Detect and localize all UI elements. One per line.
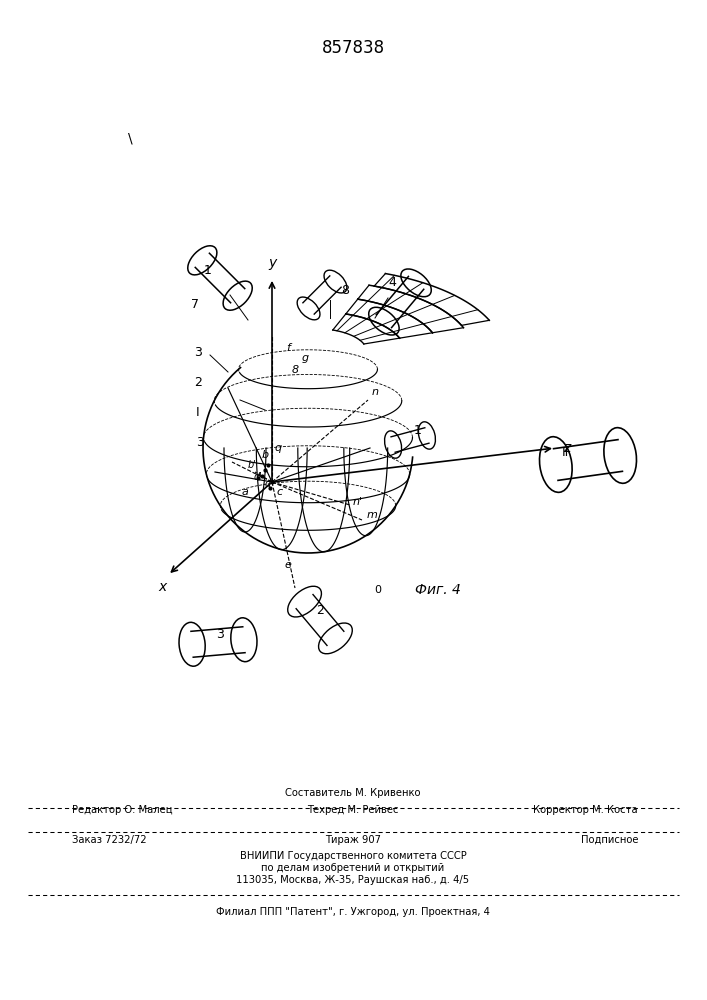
Text: b': b' <box>247 460 257 470</box>
Text: 857838: 857838 <box>322 39 385 57</box>
Text: x: x <box>158 580 166 594</box>
Text: 4: 4 <box>388 276 396 290</box>
Text: Корректор М. Коста: Корректор М. Коста <box>533 805 638 815</box>
Text: Тираж 907: Тираж 907 <box>325 835 381 845</box>
Text: \: \ <box>128 131 132 145</box>
Text: I: I <box>196 406 200 418</box>
Text: Подписное: Подписное <box>580 835 638 845</box>
Text: 1: 1 <box>414 424 422 436</box>
Text: II: II <box>561 446 568 458</box>
Text: Техред М. Рейвес: Техред М. Рейвес <box>308 805 399 815</box>
Text: 2: 2 <box>194 375 202 388</box>
Text: b: b <box>262 450 269 460</box>
Text: 3: 3 <box>216 629 224 642</box>
Text: 1: 1 <box>204 263 212 276</box>
Text: ВНИИПИ Государственного комитета СССР: ВНИИПИ Государственного комитета СССР <box>240 851 467 861</box>
Text: n': n' <box>353 497 363 507</box>
Text: d': d' <box>254 472 262 482</box>
Text: 113035, Москва, Ж-35, Раушская наб., д. 4/5: 113035, Москва, Ж-35, Раушская наб., д. … <box>236 875 469 885</box>
Text: z: z <box>563 441 571 455</box>
Text: n: n <box>371 387 378 397</box>
Text: y: y <box>268 256 276 270</box>
Text: Заказ 7232/72: Заказ 7232/72 <box>72 835 146 845</box>
Text: Составитель М. Кривенко: Составитель М. Кривенко <box>285 788 421 798</box>
Text: Редактор О. Малец: Редактор О. Малец <box>72 805 173 815</box>
Text: m: m <box>366 510 378 520</box>
Text: по делам изобретений и открытий: по делам изобретений и открытий <box>262 863 445 873</box>
Text: e: e <box>284 560 291 570</box>
Text: 3: 3 <box>196 436 204 448</box>
Text: Фиг. 4: Фиг. 4 <box>415 583 461 597</box>
Text: 7: 7 <box>191 298 199 312</box>
Text: Филиал ППП "Патент", г. Ужгород, ул. Проектная, 4: Филиал ППП "Патент", г. Ужгород, ул. Про… <box>216 907 490 917</box>
Text: d: d <box>265 479 271 489</box>
Text: a: a <box>242 487 248 497</box>
Text: c: c <box>277 487 283 497</box>
Text: 2: 2 <box>316 603 324 616</box>
Text: 0: 0 <box>375 585 382 595</box>
Text: 8: 8 <box>291 365 298 375</box>
Text: 3: 3 <box>194 346 202 359</box>
Text: q: q <box>274 443 281 453</box>
Text: f: f <box>286 343 290 353</box>
Text: g: g <box>301 353 308 363</box>
Text: 8: 8 <box>341 284 349 296</box>
